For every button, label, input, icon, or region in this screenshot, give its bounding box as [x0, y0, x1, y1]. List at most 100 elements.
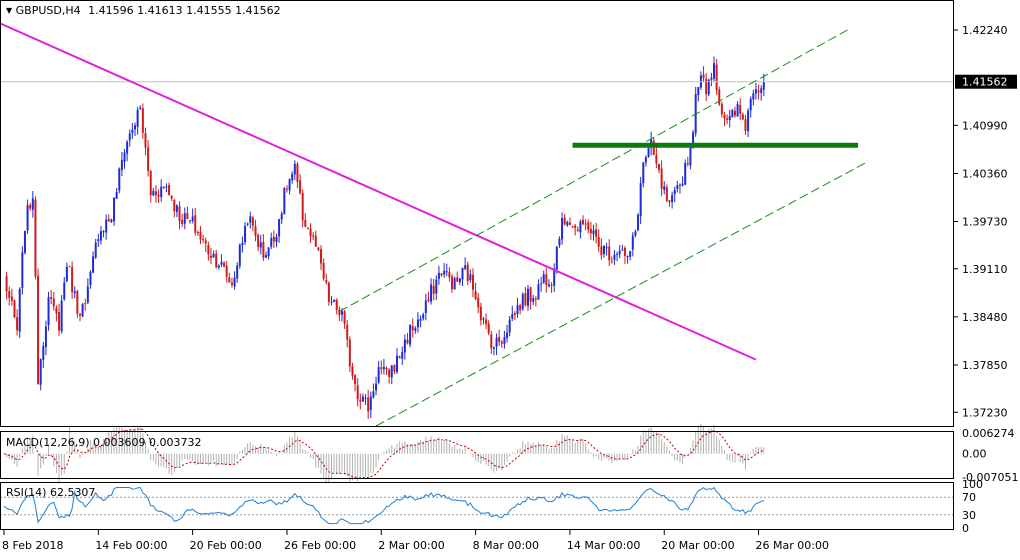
candle-body — [482, 318, 485, 320]
candle-body — [89, 271, 92, 285]
candle-body — [720, 104, 723, 115]
time-tick-label: 14 Feb 00:00 — [95, 539, 167, 552]
candle-body — [50, 296, 53, 299]
candle-body — [191, 216, 194, 222]
candle-body — [458, 278, 461, 283]
candle-body — [251, 217, 254, 226]
candle-body — [396, 355, 398, 372]
candle-body — [183, 213, 186, 224]
candle-body — [249, 216, 252, 223]
candle-body — [618, 250, 621, 255]
candle-body — [13, 300, 16, 318]
candle-body — [272, 236, 275, 242]
time-tick-label: 26 Feb 00:00 — [284, 539, 356, 552]
rsi-line — [3, 486, 764, 525]
candle-body — [351, 366, 354, 376]
price-tick-label: 1.39110 — [962, 263, 1008, 276]
candle-body — [605, 247, 608, 249]
candle-body — [487, 323, 490, 334]
candle-body — [262, 241, 265, 258]
candle-body — [280, 213, 283, 220]
price-panel-frame — [0, 0, 954, 427]
rsi-tick-label: 100 — [962, 478, 983, 491]
rsi-tick-label: 0 — [962, 522, 969, 535]
candle-body — [485, 319, 488, 325]
candle-body — [584, 223, 587, 225]
candle-body — [718, 89, 721, 105]
candle-body — [658, 163, 660, 170]
candle-body — [736, 103, 739, 117]
candle-body — [393, 365, 396, 372]
candle-body — [94, 242, 97, 258]
candle-body — [469, 274, 472, 281]
channel-upper-line — [339, 28, 851, 312]
candle-body — [495, 338, 498, 347]
candle-body — [440, 273, 443, 276]
candle-body — [333, 299, 336, 303]
rsi-header: RSI(14) 62.5307 — [6, 486, 96, 499]
candle-body — [84, 303, 87, 305]
candle-body — [626, 255, 629, 257]
candle-body — [141, 108, 144, 133]
candle-body — [479, 306, 482, 321]
candle-body — [752, 93, 755, 100]
candle-body — [705, 78, 708, 95]
collapse-triangle-icon[interactable]: ▼ — [6, 6, 13, 15]
candle-body — [340, 311, 343, 315]
candle-body — [128, 133, 131, 141]
candle-body — [707, 79, 710, 95]
candle-body — [678, 184, 681, 186]
candle-body — [372, 391, 375, 398]
candles-layer — [5, 56, 765, 420]
candle-body — [665, 187, 668, 201]
candle-body — [377, 367, 380, 383]
candle-body — [31, 198, 34, 210]
candle-body — [754, 89, 757, 94]
price-tick-label: 1.38480 — [962, 311, 1008, 324]
candle-body — [291, 173, 294, 181]
candle-body — [118, 168, 121, 191]
candle-body — [663, 186, 666, 190]
candle-body — [401, 352, 404, 359]
rsi-tick-label: 70 — [962, 491, 976, 504]
last-price-badge — [955, 74, 1017, 89]
candle-body — [589, 228, 592, 234]
candle-body — [348, 339, 351, 367]
candle-body — [23, 230, 26, 253]
candle-body — [553, 268, 556, 286]
candle-body — [416, 319, 419, 328]
candle-body — [367, 397, 370, 412]
time-tick-label: 8 Feb 2018 — [2, 539, 63, 552]
candle-body — [78, 314, 81, 316]
candle-body — [587, 222, 590, 230]
candle-body — [233, 277, 236, 287]
candle-body — [411, 326, 414, 331]
candle-body — [356, 385, 359, 400]
last-price-label: 1.41562 — [962, 76, 1008, 89]
candle-body — [631, 235, 634, 250]
candle-body — [642, 162, 645, 184]
candle-body — [338, 309, 341, 316]
candle-body — [563, 217, 566, 225]
chart-header[interactable]: ▼ GBPUSD,H4 1.41596 1.41613 1.41555 1.41… — [6, 4, 281, 17]
candle-body — [204, 240, 207, 244]
candle-body — [8, 291, 11, 298]
candle-body — [602, 245, 605, 255]
candle-body — [105, 219, 108, 233]
candle-body — [676, 185, 679, 190]
candle-body — [697, 87, 700, 95]
candle-body — [749, 98, 752, 111]
candle-body — [595, 229, 598, 237]
candle-body — [574, 225, 577, 229]
candle-body — [181, 219, 184, 225]
candle-body — [149, 170, 152, 195]
candle-body — [545, 274, 548, 286]
macd-tick-label: 0.006274 — [962, 427, 1015, 440]
candle-body — [160, 186, 163, 198]
candle-body — [537, 284, 540, 300]
time-tick-label: 20 Mar 00:00 — [661, 539, 734, 552]
candle-body — [689, 145, 692, 166]
candle-body — [492, 347, 495, 349]
